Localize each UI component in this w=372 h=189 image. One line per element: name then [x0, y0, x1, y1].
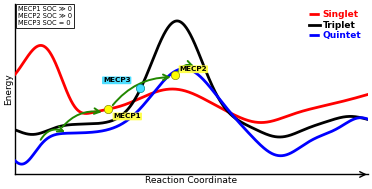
Text: MECP1: MECP1: [113, 113, 141, 119]
X-axis label: Reaction Coordinate: Reaction Coordinate: [145, 176, 237, 185]
Y-axis label: Energy: Energy: [4, 74, 13, 105]
Legend: Singlet, Triplet, Quintet: Singlet, Triplet, Quintet: [307, 9, 363, 42]
Text: MECP1 SOC ≫ 0
MECP2 SOC ≫ 0
MECP3 SOC = 0: MECP1 SOC ≫ 0 MECP2 SOC ≫ 0 MECP3 SOC = …: [18, 6, 72, 26]
Text: MECP2: MECP2: [180, 66, 207, 72]
Text: MECP3: MECP3: [103, 77, 131, 83]
